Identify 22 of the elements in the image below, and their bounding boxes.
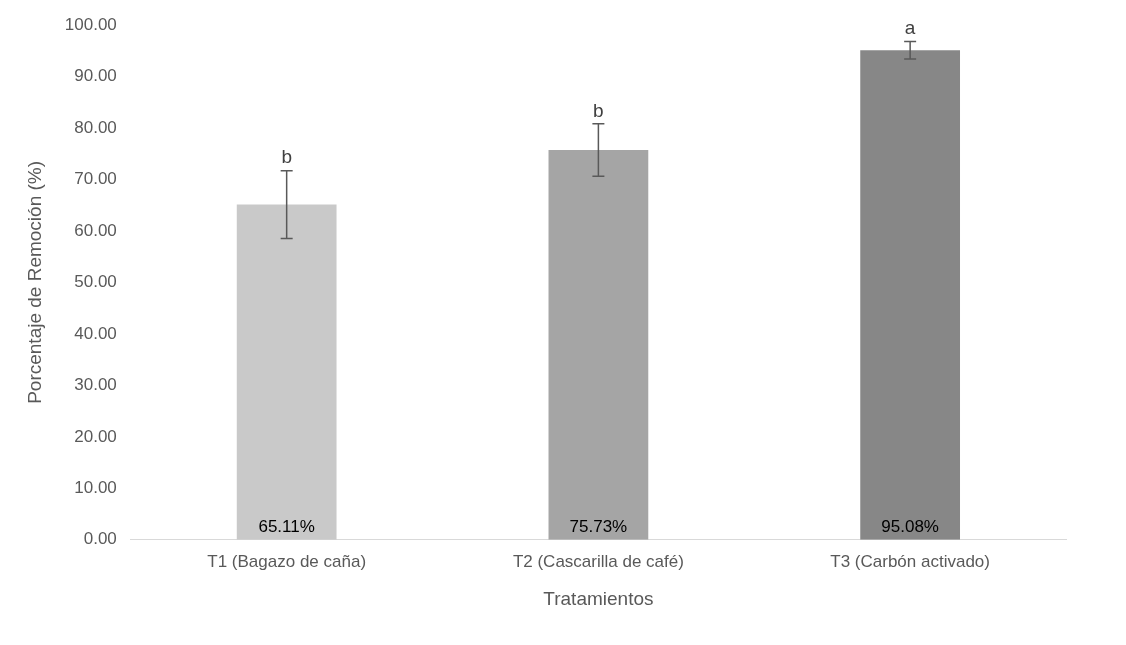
y-tick-label: 70.00 [74,169,117,189]
x-tick-label: T3 (Carbón activado) [830,551,990,571]
y-tick-label: 40.00 [74,323,117,343]
y-tick-label: 10.00 [74,478,117,498]
y-tick-label: 50.00 [74,272,117,292]
y-tick-label: 60.00 [74,220,117,240]
data-label: 65.11% [258,516,315,536]
x-axis-title: Tratamientos [543,587,654,609]
y-axis-title: Porcentaje de Remoción (%) [23,160,45,404]
annotation: a [904,17,916,39]
data-label: 95.08% [881,516,939,536]
x-tick-label: T1 (Bagazo de caña) [207,551,367,571]
x-tick-label: T2 (Cascarilla de café) [512,551,684,571]
y-tick-label: 0.00 [83,529,117,549]
annotation: b [593,99,604,121]
y-tick-label: 100.00 [64,14,117,34]
annotation: b [281,146,292,168]
y-tick-label: 20.00 [74,426,117,446]
y-tick-label: 90.00 [74,66,117,86]
y-tick-label: 30.00 [74,375,117,395]
y-tick-label: 80.00 [74,117,117,137]
data-label: 75.73% [569,516,628,536]
